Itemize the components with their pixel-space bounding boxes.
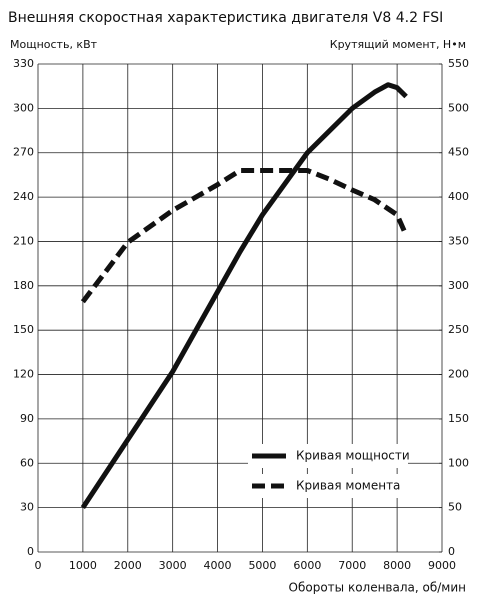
y2-tick-label: 550: [448, 57, 469, 70]
y-tick-label: 270: [13, 146, 34, 159]
y2-tick-label: 150: [448, 412, 469, 425]
y2-tick-label: 500: [448, 101, 469, 114]
x-tick-label: 3000: [159, 559, 187, 572]
y-axis-label: Мощность, кВт: [10, 38, 98, 51]
x-tick-label: 0: [35, 559, 42, 572]
y-tick-label: 180: [13, 279, 34, 292]
series-line: [80, 82, 408, 510]
y2-tick-label: 400: [448, 190, 469, 203]
y2-tick-label: 350: [448, 234, 469, 247]
y-tick-label: 240: [13, 190, 34, 203]
y-tick-label: 120: [13, 368, 34, 381]
legend-label: Кривая мощности: [296, 449, 410, 463]
y-tick-label: 210: [13, 234, 34, 247]
y2-tick-label: 250: [448, 323, 469, 336]
y-tick-label: 150: [13, 323, 34, 336]
y2-tick-label: 300: [448, 279, 469, 292]
x-tick-label: 1000: [69, 559, 97, 572]
y2-axis-label: Крутящий момент, Н•м: [330, 38, 466, 51]
y2-tick-label: 50: [448, 501, 462, 514]
series-line: [80, 167, 409, 304]
y-tick-label: 60: [20, 456, 34, 469]
y-tick-label: 300: [13, 101, 34, 114]
y2-tick-label: 100: [448, 456, 469, 469]
x-tick-label: 9000: [428, 559, 456, 572]
y2-tick-label: 0: [448, 545, 455, 558]
y-tick-label: 30: [20, 501, 34, 514]
x-tick-label: 6000: [293, 559, 321, 572]
x-tick-label: 4000: [204, 559, 232, 572]
x-tick-label: 5000: [248, 559, 276, 572]
chart-title: Внешняя скоростная характеристика двигат…: [8, 10, 443, 26]
x-tick-label: 8000: [383, 559, 411, 572]
y-tick-label: 330: [13, 57, 34, 70]
x-tick-label: 7000: [338, 559, 366, 572]
y-tick-label: 90: [20, 412, 34, 425]
y2-tick-label: 200: [448, 368, 469, 381]
x-axis-label: Обороты коленвала, об/мин: [289, 581, 466, 595]
y2-tick-label: 450: [448, 146, 469, 159]
legend-label: Кривая момента: [296, 479, 400, 493]
x-tick-label: 2000: [114, 559, 142, 572]
y-tick-label: 0: [27, 545, 34, 558]
